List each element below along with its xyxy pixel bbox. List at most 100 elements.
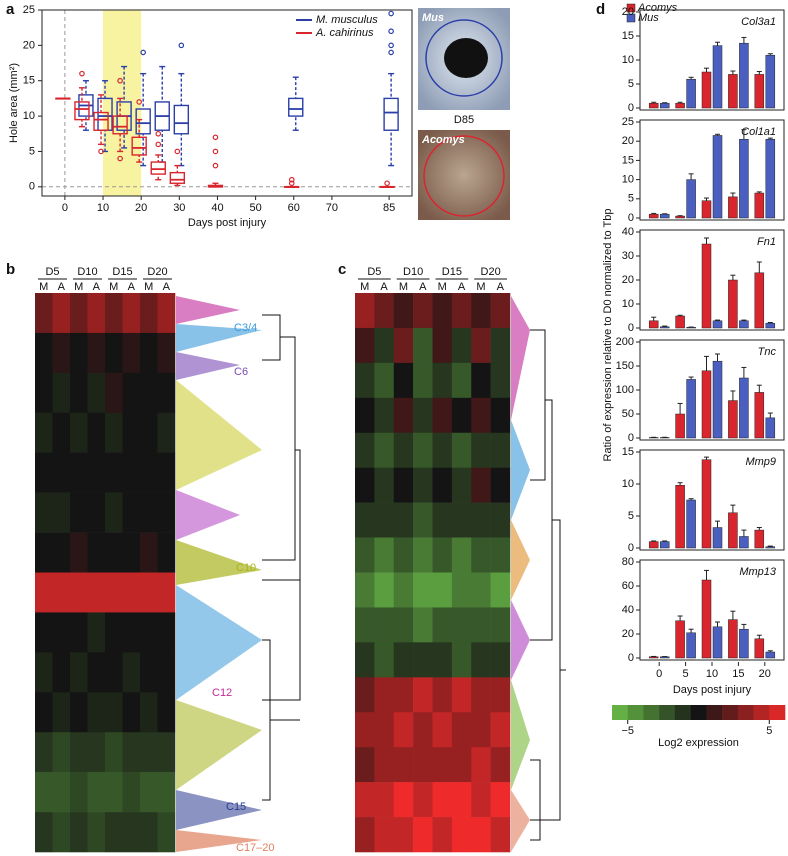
heat-cell xyxy=(355,432,375,468)
heat-cell xyxy=(105,412,123,454)
heat-cell xyxy=(87,332,106,374)
heat-cell xyxy=(374,397,395,434)
heat-cell xyxy=(70,412,88,454)
heat-cell xyxy=(355,327,375,364)
heat-cell xyxy=(140,692,158,733)
y-tick-label: 0 xyxy=(628,322,634,334)
heat-cell xyxy=(355,467,375,503)
box xyxy=(131,136,147,156)
heat-cell xyxy=(52,293,71,334)
box xyxy=(93,111,109,131)
bar xyxy=(754,392,765,439)
heat-cell xyxy=(413,432,433,468)
heat-cell xyxy=(87,572,106,613)
photo-label: D85 xyxy=(454,114,474,126)
heat-cell xyxy=(451,572,472,608)
heat-cell xyxy=(52,812,71,853)
subcolumn-label: M xyxy=(360,281,369,293)
heat-cell xyxy=(413,397,433,434)
heat-cell xyxy=(451,362,472,399)
heat-cell xyxy=(87,732,106,773)
heat-cell xyxy=(355,607,375,643)
x-tick-label: 70 xyxy=(326,202,338,214)
cluster-label: C15 xyxy=(226,801,246,813)
heat-cell xyxy=(35,332,53,374)
x-axis-label: Days post injury xyxy=(673,684,752,696)
bar xyxy=(739,536,749,549)
heat-cell xyxy=(413,642,433,678)
heat-cell xyxy=(393,782,414,818)
y-tick-label: 40 xyxy=(622,604,634,616)
heat-cell xyxy=(471,677,491,713)
subcolumn-label: M xyxy=(399,281,408,293)
heat-cell xyxy=(157,692,176,733)
y-tick-label: 15 xyxy=(622,446,634,458)
heat-cell xyxy=(490,327,511,364)
bar xyxy=(728,400,738,439)
subcolumn-label: A xyxy=(419,281,427,293)
subcolumn-label: M xyxy=(438,281,447,293)
heat-cell xyxy=(471,537,491,573)
heat-cell xyxy=(52,452,71,493)
colorbar-tick-label: 5 xyxy=(766,725,772,737)
leaf-fans xyxy=(511,296,530,852)
heat-cell xyxy=(413,467,433,503)
heat-cell xyxy=(490,502,511,538)
bar xyxy=(701,71,712,109)
box xyxy=(173,104,190,135)
y-tick-label: 50 xyxy=(622,408,634,420)
heat-cell xyxy=(52,732,71,773)
colorbar-step xyxy=(737,705,754,720)
dendrogram xyxy=(530,329,566,841)
y-tick-label: 20 xyxy=(622,6,634,18)
heat-cell xyxy=(87,372,106,414)
x-tick-label: 5 xyxy=(683,668,689,680)
y-axis-label: Hole area (mm²) xyxy=(8,63,20,143)
outlier xyxy=(288,176,295,183)
heat-cell xyxy=(157,612,176,653)
heat-cell xyxy=(355,642,375,678)
heat-cell xyxy=(140,492,158,533)
heat-cell xyxy=(490,677,511,713)
photo-circle xyxy=(425,19,503,97)
heat-cell xyxy=(490,642,511,678)
heat-cell xyxy=(122,332,141,374)
subcolumn-label: M xyxy=(74,281,83,293)
heat-cell xyxy=(122,452,141,493)
heat-cell xyxy=(87,412,106,454)
y-axis-label: Ratio of expression relative to D0 norma… xyxy=(602,209,614,462)
outlier xyxy=(388,10,394,17)
y-tick-label: 0 xyxy=(628,652,634,664)
heat-cell xyxy=(374,642,395,678)
heat-cell xyxy=(471,572,491,608)
heat-cell xyxy=(432,502,453,538)
colorbar-step xyxy=(612,705,629,720)
bar xyxy=(765,322,776,329)
heat-cell xyxy=(413,537,433,573)
panel-title: Col3a1 xyxy=(741,16,776,28)
heat-cell xyxy=(490,362,511,399)
heat-cell xyxy=(70,652,88,693)
heat-cell xyxy=(355,677,375,713)
outlier xyxy=(212,134,219,141)
subcolumn-label: A xyxy=(58,281,66,293)
heat-cell xyxy=(140,452,158,493)
heat-cell xyxy=(471,607,491,643)
heat-cell xyxy=(374,607,395,643)
panel-title: Fn1 xyxy=(757,236,776,248)
heat-cell xyxy=(413,782,433,818)
cluster-label: C6 xyxy=(234,366,248,378)
heat-cell xyxy=(471,642,491,678)
highlight xyxy=(103,10,142,196)
panel-title: Mmp13 xyxy=(739,566,777,578)
heat-cell xyxy=(140,572,158,613)
heat-cell xyxy=(393,362,414,399)
heat-cell xyxy=(471,362,491,399)
heat-cell xyxy=(471,817,491,853)
heat-cell xyxy=(70,772,88,813)
y-tick-label: 20 xyxy=(622,135,634,147)
cluster-label: C3/4 xyxy=(234,322,257,334)
outlier xyxy=(98,148,104,155)
box xyxy=(288,97,304,117)
y-tick-label: 10 xyxy=(622,174,634,186)
